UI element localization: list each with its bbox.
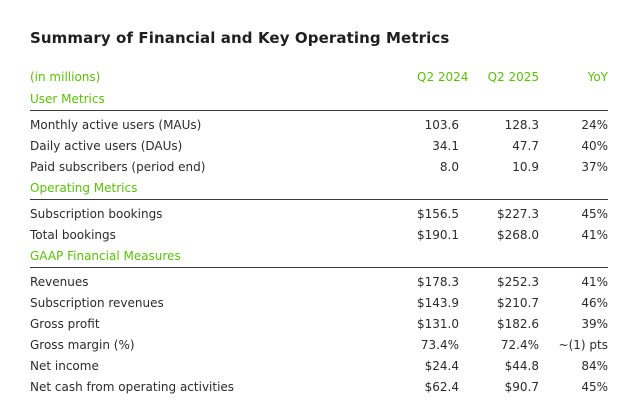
value-q2-2025: 10.9 (512, 159, 539, 174)
table-header-row: (in millions) Q2 2024 Q2 2025 YoY (30, 66, 608, 88)
value-q2-2024: 34.1 (432, 138, 459, 153)
table-row: Total bookings $190.1 $268.0 41% (30, 224, 608, 245)
value-q2-2024: $178.3 (417, 274, 459, 289)
table-row: Gross profit $131.0 $182.6 39% (30, 313, 608, 334)
section-heading-operating-metrics: Operating Metrics (30, 177, 608, 200)
column-header-q2-2025: Q2 2025 (487, 70, 539, 84)
table-row: Paid subscribers (period end) 8.0 10.9 3… (30, 156, 608, 177)
column-header-yoy: YoY (587, 70, 608, 84)
value-yoy: 40% (581, 138, 608, 153)
value-yoy: 46% (581, 295, 608, 310)
row-label: Gross margin (%) (30, 337, 135, 352)
row-label: Gross profit (30, 316, 100, 331)
row-label: Subscription bookings (30, 206, 163, 221)
table-row: Gross margin (%) 73.4% 72.4% ~(1) pts (30, 334, 608, 355)
table-row: Net cash from operating activities $62.4… (30, 376, 608, 397)
section-heading-user-metrics: User Metrics (30, 88, 608, 111)
page-title: Summary of Financial and Key Operating M… (30, 29, 450, 47)
value-yoy: 84% (581, 358, 608, 373)
value-q2-2024: $190.1 (417, 227, 459, 242)
value-yoy: ~(1) pts (558, 337, 608, 352)
value-yoy: 37% (581, 159, 608, 174)
value-q2-2024: $62.4 (424, 379, 459, 394)
value-q2-2025: $227.3 (497, 206, 539, 221)
row-label: Total bookings (30, 227, 116, 242)
table-row: Subscription revenues $143.9 $210.7 46% (30, 292, 608, 313)
value-q2-2025: $90.7 (504, 379, 539, 394)
value-q2-2025: $182.6 (497, 316, 539, 331)
value-yoy: 45% (581, 206, 608, 221)
row-label: Net cash from operating activities (30, 379, 235, 394)
value-q2-2024: $131.0 (417, 316, 459, 331)
table-row: Subscription bookings $156.5 $227.3 45% (30, 203, 608, 224)
value-q2-2024: 8.0 (439, 159, 459, 174)
table-row: Monthly active users (MAUs) 103.6 128.3 … (30, 114, 608, 135)
value-q2-2024: 73.4% (420, 337, 459, 352)
value-yoy: 45% (581, 379, 608, 394)
section-heading-gaap-financial-measures: GAAP Financial Measures (30, 245, 608, 268)
value-q2-2025: 47.7 (512, 138, 539, 153)
table-row: Daily active users (DAUs) 34.1 47.7 40% (30, 135, 608, 156)
metrics-table: (in millions) Q2 2024 Q2 2025 YoY User M… (30, 66, 608, 397)
row-label: Revenues (30, 274, 89, 289)
row-label: Monthly active users (MAUs) (30, 117, 202, 132)
value-q2-2025: $44.8 (504, 358, 539, 373)
row-label: Subscription revenues (30, 295, 164, 310)
table-row: Net income $24.4 $44.8 84% (30, 355, 608, 376)
value-q2-2024: 103.6 (424, 117, 459, 132)
value-q2-2024: $156.5 (417, 206, 459, 221)
value-yoy: 41% (581, 227, 608, 242)
value-q2-2025: 72.4% (500, 337, 539, 352)
column-header-q2-2024: Q2 2024 (417, 70, 469, 84)
row-label: Net income (30, 358, 99, 373)
value-q2-2025: $252.3 (497, 274, 539, 289)
value-q2-2025: $268.0 (497, 227, 539, 242)
units-label: (in millions) (30, 70, 101, 84)
value-yoy: 24% (581, 117, 608, 132)
value-yoy: 39% (581, 316, 608, 331)
row-label: Daily active users (DAUs) (30, 138, 183, 153)
value-q2-2024: $143.9 (417, 295, 459, 310)
table-row: Revenues $178.3 $252.3 41% (30, 271, 608, 292)
value-q2-2025: $210.7 (497, 295, 539, 310)
value-q2-2024: $24.4 (424, 358, 459, 373)
value-yoy: 41% (581, 274, 608, 289)
value-q2-2025: 128.3 (504, 117, 539, 132)
row-label: Paid subscribers (period end) (30, 159, 206, 174)
